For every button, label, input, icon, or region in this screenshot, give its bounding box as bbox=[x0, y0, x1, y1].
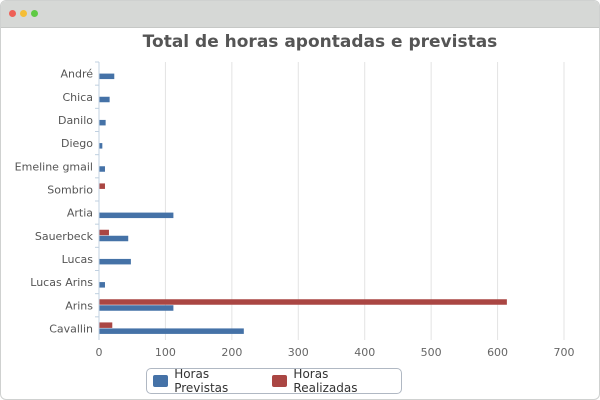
legend-item-horas-previstas[interactable]: Horas Previstas bbox=[153, 367, 262, 395]
chart-title: Total de horas apontadas e previstas bbox=[143, 32, 498, 52]
bar-horas-previstas[interactable] bbox=[99, 166, 105, 172]
legend-label-realizadas: Horas Realizadas bbox=[293, 367, 358, 395]
category-label: Chica bbox=[63, 91, 94, 104]
chart-legend: Horas Previstas Horas Realizadas bbox=[146, 367, 402, 395]
x-tick-label: 100 bbox=[155, 346, 176, 359]
x-tick-label: 300 bbox=[288, 346, 309, 359]
category-label: Lucas bbox=[62, 253, 94, 266]
bar-horas-previstas[interactable] bbox=[99, 235, 129, 242]
bar-horas-realizadas[interactable] bbox=[99, 299, 507, 305]
bar-horas-realizadas[interactable] bbox=[99, 322, 113, 328]
bar-horas-previstas[interactable] bbox=[99, 282, 105, 288]
category-label: Artia bbox=[67, 207, 93, 220]
minimize-window-button[interactable] bbox=[20, 10, 27, 17]
category-label: Danilo bbox=[58, 114, 93, 127]
bar-horas-realizadas[interactable] bbox=[99, 183, 105, 189]
legend-swatch-previstas bbox=[153, 375, 169, 387]
bar-horas-previstas[interactable] bbox=[99, 305, 174, 311]
bar-horas-previstas[interactable] bbox=[99, 96, 110, 103]
category-label: Cavallin bbox=[49, 322, 93, 335]
category-label: Sombrio bbox=[47, 183, 93, 196]
close-window-button[interactable] bbox=[9, 10, 16, 17]
legend-swatch-realizadas bbox=[272, 375, 288, 387]
category-label: André bbox=[60, 68, 93, 81]
x-tick-label: 600 bbox=[487, 346, 508, 359]
category-label: Sauerbeck bbox=[35, 230, 94, 243]
category-label: Lucas Arins bbox=[30, 276, 93, 289]
bar-horas-previstas[interactable] bbox=[99, 73, 115, 80]
x-tick-label: 400 bbox=[354, 346, 375, 359]
x-tick-label: 700 bbox=[554, 346, 575, 359]
bar-horas-previstas[interactable] bbox=[99, 212, 174, 219]
legend-item-horas-realizadas[interactable]: Horas Realizadas bbox=[272, 367, 391, 395]
category-label: Diego bbox=[61, 137, 93, 150]
x-tick-label: 0 bbox=[96, 346, 103, 359]
maximize-window-button[interactable] bbox=[31, 10, 38, 17]
title-bar bbox=[1, 1, 599, 28]
bar-horas-previstas[interactable] bbox=[99, 258, 131, 265]
x-tick-label: 200 bbox=[221, 346, 242, 359]
category-label: Arins bbox=[65, 299, 93, 312]
x-tick-label: 500 bbox=[421, 346, 442, 359]
bar-horas-realizadas[interactable] bbox=[99, 229, 109, 236]
legend-label-previstas: Horas Previstas bbox=[174, 367, 229, 395]
bar-horas-previstas[interactable] bbox=[99, 143, 103, 149]
bar-horas-previstas[interactable] bbox=[99, 119, 106, 126]
category-label: Emeline gmail bbox=[15, 160, 93, 173]
bar-horas-previstas[interactable] bbox=[99, 328, 244, 334]
